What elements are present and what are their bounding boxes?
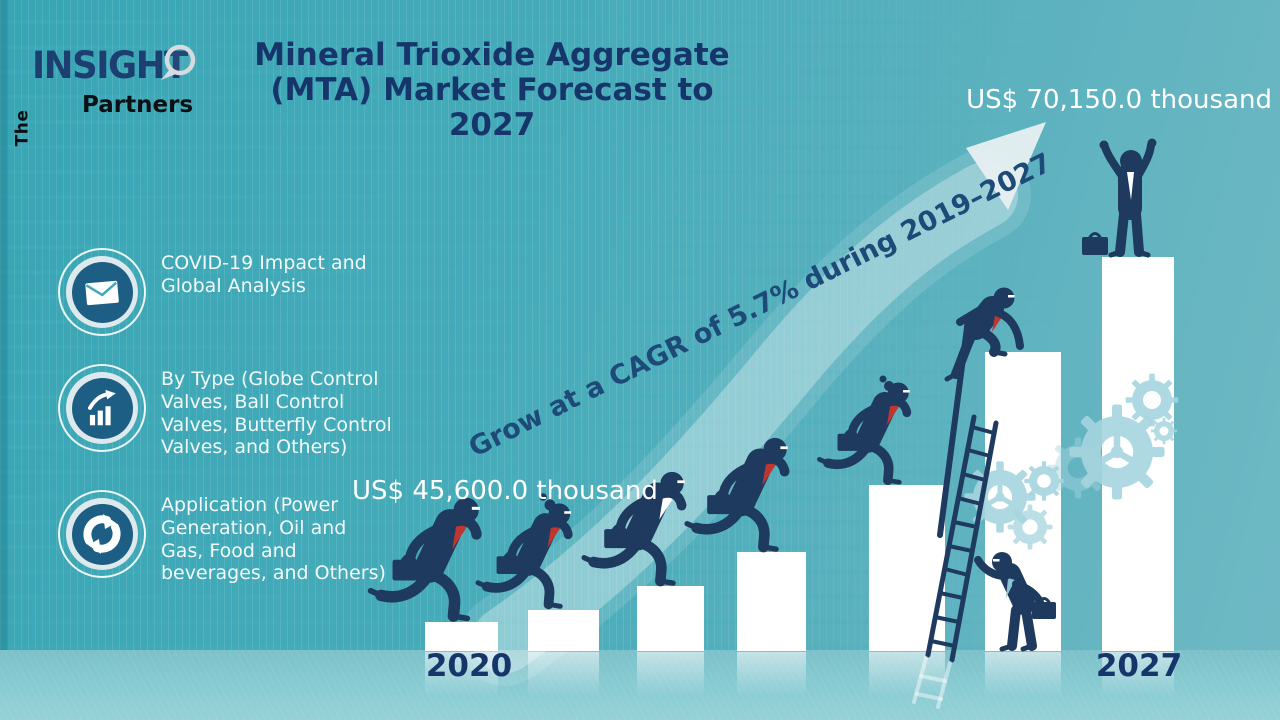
ponytail bbox=[879, 375, 887, 383]
bar-reflection bbox=[869, 652, 945, 696]
ponytail bbox=[539, 493, 547, 501]
bullet-text: Application (Power Generation, Oil and G… bbox=[161, 494, 386, 585]
bar-reflection bbox=[1102, 652, 1174, 696]
bullet-text: By Type (Globe Control Valves, Ball Cont… bbox=[161, 368, 392, 459]
bar-reflection bbox=[425, 652, 498, 696]
logo-insight: INSIGHT bbox=[32, 44, 188, 87]
businessman-climber bbox=[944, 287, 1024, 382]
bullet-covid: COVID-19 Impact and Global Analysis bbox=[58, 248, 408, 336]
figures bbox=[371, 138, 1157, 652]
gear-icon bbox=[1125, 373, 1179, 427]
bar-reflection bbox=[528, 652, 599, 696]
ponytail bbox=[884, 381, 894, 391]
bar bbox=[425, 622, 498, 651]
bullet-by-type: By Type (Globe Control Valves, Ball Cont… bbox=[58, 364, 408, 459]
page-title: Mineral Trioxide Aggregate (MTA) Market … bbox=[254, 37, 730, 144]
gear-icon bbox=[964, 461, 1036, 533]
bar-reflections bbox=[425, 652, 1174, 696]
magnifier-icon bbox=[161, 44, 196, 80]
gear-icon bbox=[1150, 417, 1178, 445]
year-label-start: 2020 bbox=[425, 648, 513, 684]
ladder bbox=[912, 414, 999, 709]
bar-chart-icon bbox=[58, 364, 146, 452]
gears-decoration bbox=[964, 373, 1179, 550]
bar-reflection bbox=[737, 652, 806, 696]
bar-reflection bbox=[637, 652, 704, 696]
gear-icon bbox=[1069, 404, 1165, 500]
envelope-icon bbox=[58, 248, 146, 336]
businessman-celebrating bbox=[1082, 138, 1157, 258]
logo-partners: Partners bbox=[82, 92, 194, 118]
bar bbox=[637, 586, 704, 651]
year-label-end: 2027 bbox=[1095, 648, 1183, 684]
arrowhead bbox=[966, 122, 1046, 210]
bar-reflection bbox=[985, 652, 1061, 696]
bar bbox=[528, 610, 599, 651]
left-edge-shade bbox=[0, 0, 8, 720]
logo-the: The bbox=[12, 109, 33, 147]
ponytail bbox=[544, 499, 556, 511]
businesswoman-runner bbox=[819, 382, 911, 482]
growth-arrow bbox=[459, 122, 1046, 686]
sync-icon bbox=[58, 490, 146, 578]
gear-icon bbox=[1024, 461, 1064, 501]
forecast-value-2027: US$ 70,150.0 thousand bbox=[966, 85, 1272, 115]
bullet-text: COVID-19 Impact and Global Analysis bbox=[161, 252, 367, 297]
forecast-value-2020: US$ 45,600.0 thousand bbox=[352, 476, 658, 506]
bar bbox=[737, 552, 806, 651]
bullet-application: Application (Power Generation, Oil and G… bbox=[58, 490, 408, 585]
brand-logo: The INSIGHT Partners bbox=[8, 38, 208, 148]
gear-icon bbox=[1007, 504, 1053, 550]
ladder-reflection bbox=[912, 656, 952, 709]
businessman-ladder-holder bbox=[974, 552, 1056, 652]
